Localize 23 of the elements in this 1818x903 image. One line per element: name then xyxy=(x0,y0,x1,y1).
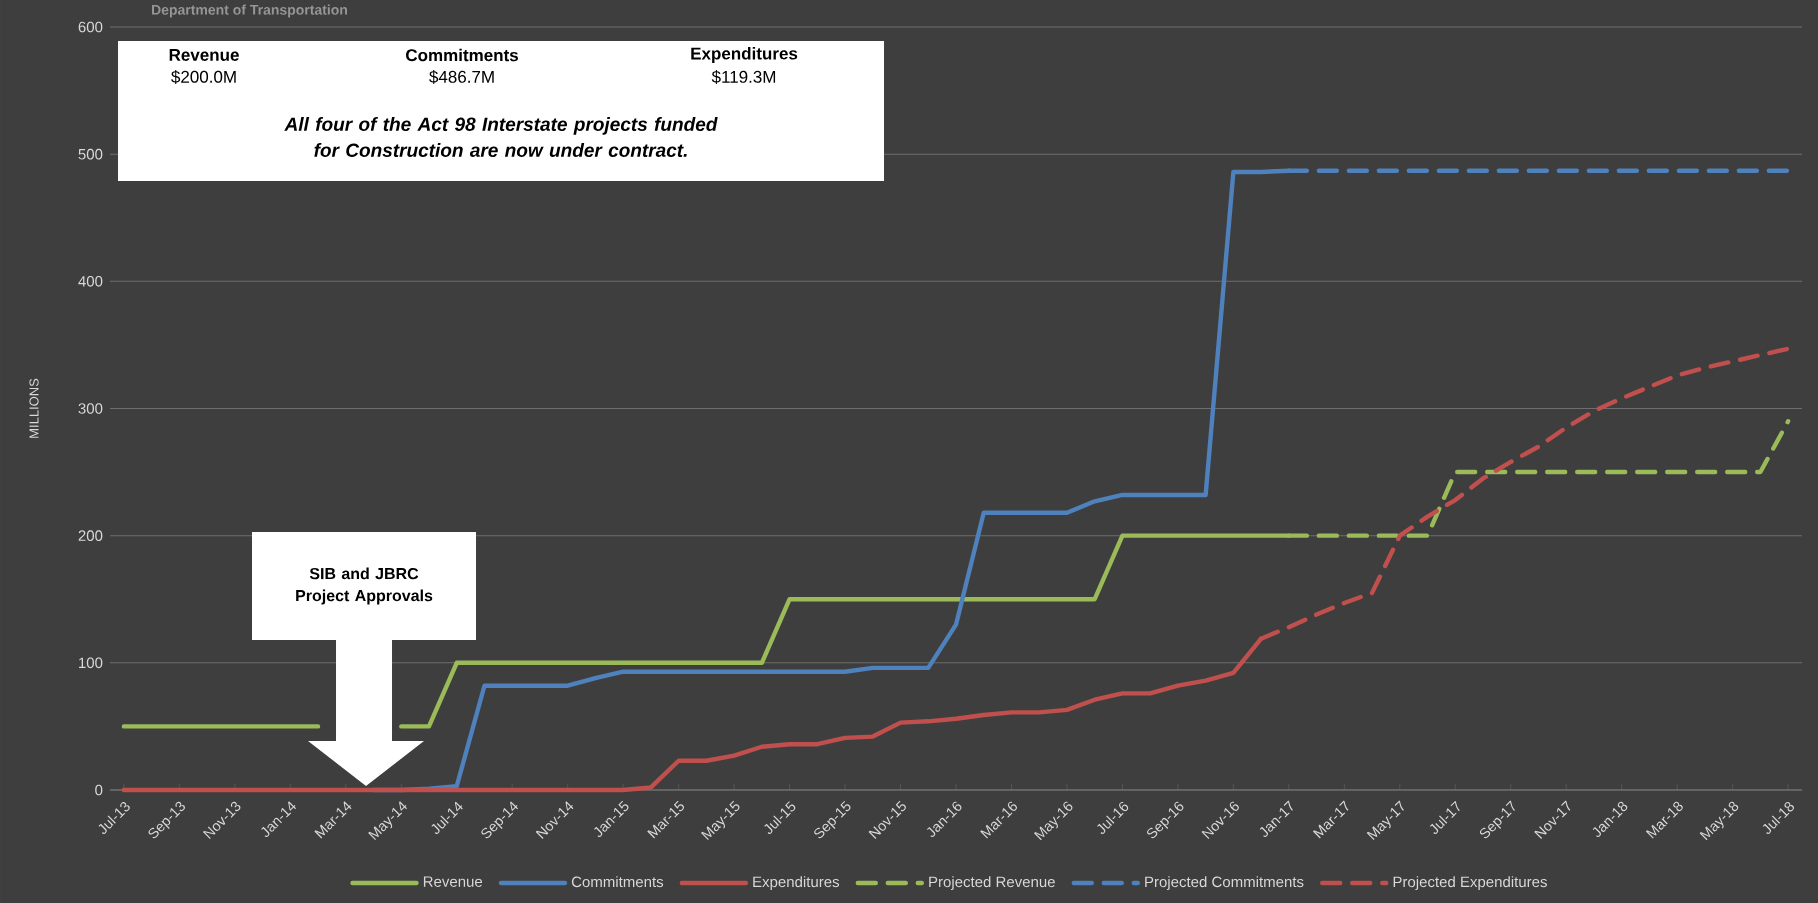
annotation: All four of the Act 98 Interstate projects funded for Construction are now under contract. xyxy=(284,117,718,157)
y-tick-label: 600 xyxy=(78,21,103,33)
y-tick-label: 200 xyxy=(78,530,103,541)
y-axis-title: MILLIONS xyxy=(29,378,39,438)
annotation: $200.0M xyxy=(171,70,236,84)
legend-label: Expenditures xyxy=(753,876,840,891)
legend-label: Revenue xyxy=(423,876,483,887)
y-tick-label: 0 xyxy=(95,784,103,796)
annotation: Commitments xyxy=(406,48,518,62)
legend-label: Commitments xyxy=(571,876,664,888)
legend-label: Projected Revenue xyxy=(929,876,1055,891)
legend-label: Projected Expenditures xyxy=(1393,876,1547,891)
y-tick-label: 300 xyxy=(78,403,103,414)
annotation: $486.7M xyxy=(429,70,494,84)
y-tick-label: 400 xyxy=(78,276,103,287)
annotation: Revenue xyxy=(169,49,239,61)
y-tick-label: 100 xyxy=(79,657,103,669)
legend-label: Projected Commitments xyxy=(1145,876,1304,891)
y-tick-label: 500 xyxy=(78,148,103,160)
chart-title: Department of Transportation xyxy=(152,4,348,18)
annotation: $119.3M xyxy=(711,70,776,84)
annotation: SIB and JBRC Project Approvals xyxy=(296,567,433,605)
annotation: Expenditures xyxy=(691,47,798,63)
